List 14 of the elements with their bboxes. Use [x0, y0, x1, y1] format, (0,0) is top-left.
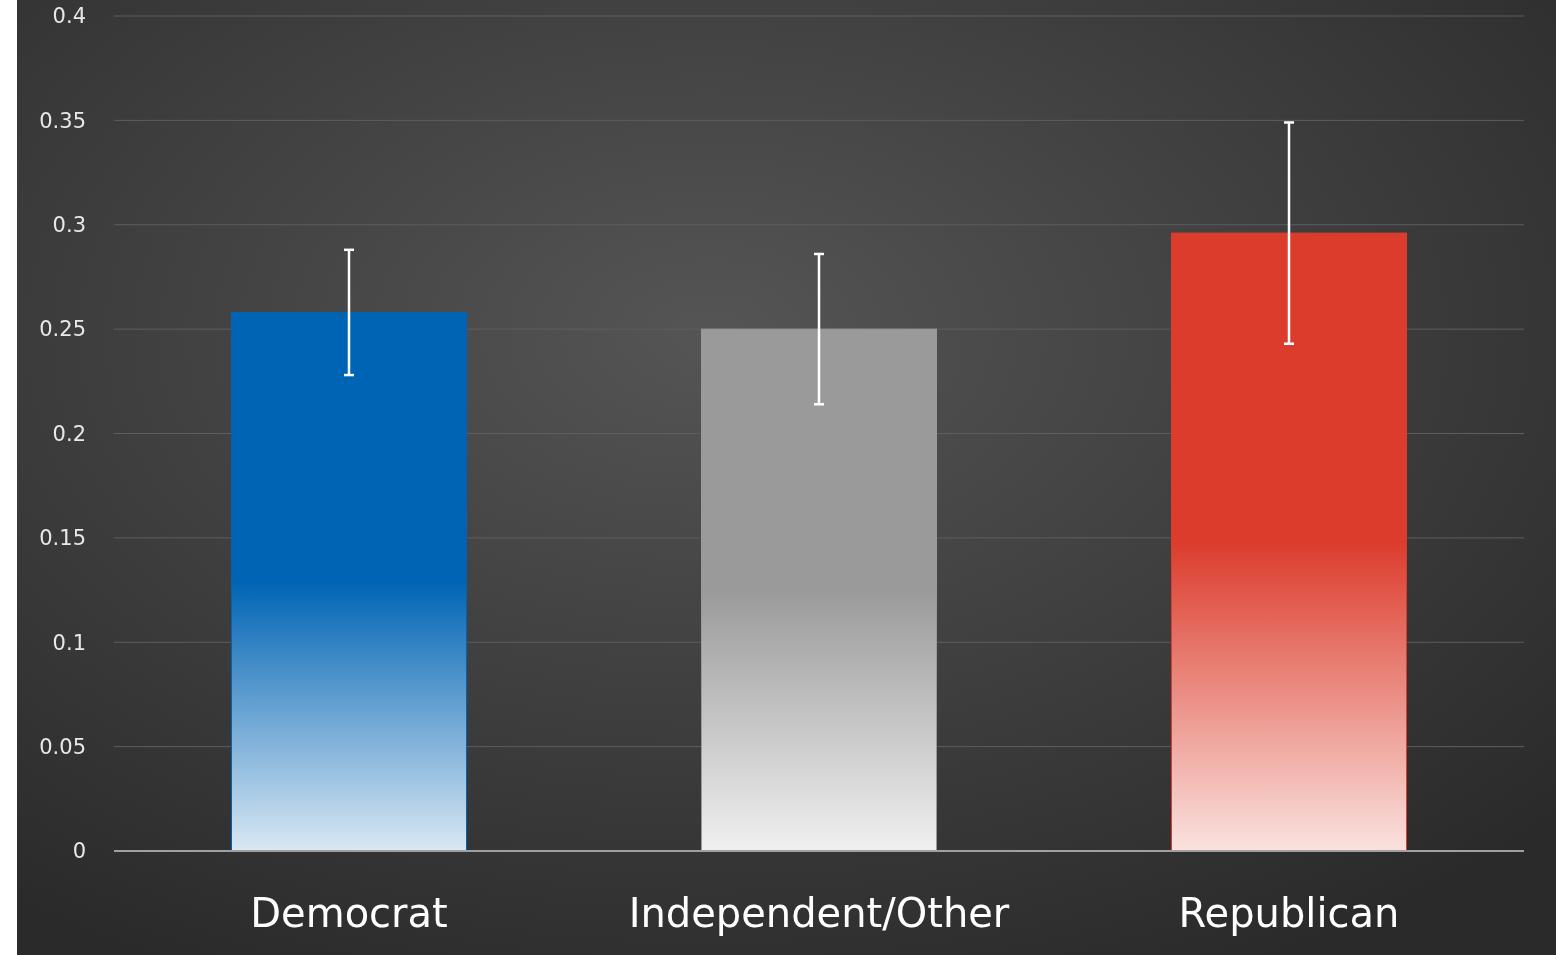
bar [231, 311, 467, 852]
y-tick-label: 0.25 [39, 317, 86, 342]
y-tick-label: 0.3 [52, 213, 86, 238]
bar [1171, 232, 1407, 852]
x-tick-label: Republican [1178, 890, 1400, 936]
y-tick-label: 0.05 [39, 734, 86, 759]
y-tick-label: 0.35 [39, 108, 86, 133]
x-tick-label: Democrat [250, 890, 448, 936]
x-tick-label: Independent/Other [628, 890, 1010, 936]
y-tick-label: 0.1 [52, 630, 86, 655]
y-tick-label: 0.2 [52, 421, 86, 446]
y-tick-label: 0.15 [39, 526, 86, 551]
y-tick-label: 0 [72, 839, 86, 864]
y-tick-label: 0.4 [52, 4, 86, 29]
